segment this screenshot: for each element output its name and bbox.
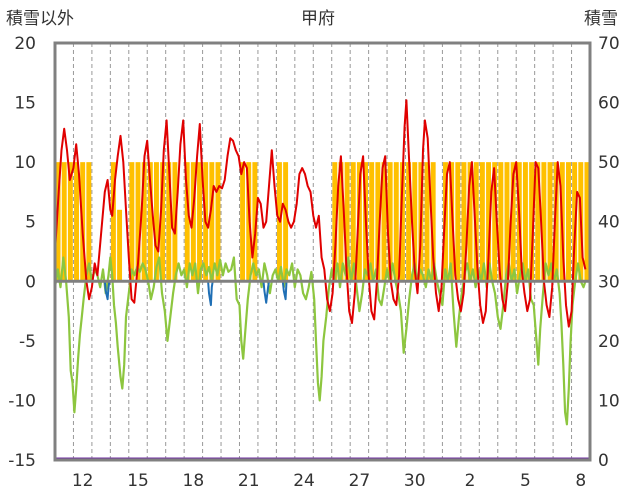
sunshine-bar [197,162,202,282]
sunshine-bar [74,162,79,282]
y-tick-left: 0 [25,272,36,292]
sunshine-bar [160,162,166,282]
sunshine-bar [547,162,553,282]
sunshine-bar [424,162,430,282]
x-tick: 24 [293,471,315,491]
sunshine-bar [215,162,221,282]
y-axis-right-ticks: 70 60 50 40 30 20 10 0 [598,34,620,471]
sunshine-bar [566,162,571,282]
sunshine-bar [535,162,541,282]
sunshine-bar [387,162,393,282]
sunshine-bar [283,162,289,282]
y-tick-right: 60 [598,94,620,114]
sunshine-bar [350,162,356,282]
sunshine-bar [399,162,405,282]
x-tick: 18 [183,471,205,491]
series-lines [53,99,587,426]
x-tick: 2 [465,471,476,491]
sunshine-bar [338,162,344,282]
y-tick-left: -15 [8,451,36,471]
temperature-line [54,99,587,328]
sunshine-bar [110,162,116,282]
x-tick: 8 [575,471,586,491]
sunshine-bar [154,162,159,282]
sunshine-bar [61,162,67,282]
y-tick-right: 20 [598,332,620,352]
y-tick-left: 20 [14,34,36,54]
y-tick-left: -10 [8,391,36,411]
sunshine-bar [541,162,547,282]
sunshine-bar [344,162,350,282]
sunshine-bar [553,162,559,282]
x-tick: 27 [349,471,371,491]
sunshine-bar [584,162,590,282]
x-tick: 15 [127,471,149,491]
sunshine-bar [406,162,412,282]
sunshine-bar [166,162,172,282]
sunshine-bar [393,162,399,282]
sunshine-bar [522,162,528,282]
sunshine-bar [252,162,258,282]
sunshine-bar [55,162,61,282]
precip-line [281,281,288,301]
sunshine-bar [141,162,147,282]
sunshine-bar [529,162,535,282]
sunshine-bar [381,162,387,282]
sunshine-bar [184,162,190,282]
sunshine-bar [430,162,436,282]
y-tick-right: 40 [598,213,620,233]
right-axis-title: 積雪 [584,9,618,29]
sunshine-bar [461,162,467,282]
sunshine-bar [473,162,479,282]
sunshine-bar [510,162,516,282]
sunshine-bar [492,162,498,282]
sunshine-bar [86,162,92,282]
sunshine-bar [67,162,73,282]
precip-line [207,281,214,307]
sunshine-bar [209,162,215,282]
plot-frame [53,41,592,462]
x-tick: 12 [72,471,94,491]
sunshine-bar [455,162,461,282]
y-tick-right: 30 [598,272,620,292]
y-tick-right: 0 [598,451,609,471]
sunshine-bar [356,162,362,282]
sunshine-bar [412,162,418,282]
precip-line [103,281,111,301]
sunshine-bar [498,162,504,282]
x-tick: 5 [520,471,531,491]
y-axis-left-ticks: 20 15 10 5 0 -5 -10 -15 [8,34,36,471]
sunshine-bar [467,162,473,282]
sunshine-bar [190,162,196,282]
y-tick-left: 10 [14,153,36,173]
y-tick-right: 50 [598,153,620,173]
y-tick-left: 15 [14,94,36,114]
x-axis-ticks: 12 15 18 21 24 27 30 2 5 8 [72,471,586,491]
y-tick-right: 70 [598,34,620,54]
chart-title: 甲府 [301,9,335,29]
x-tick: 30 [404,471,426,491]
sunshine-bar [147,162,153,282]
sunshine-bar [240,162,246,282]
x-tick: 21 [238,471,260,491]
sunshine-bar [479,162,485,282]
sunshine-bar [486,162,491,282]
sunshine-bar [135,162,141,282]
sunshine-bar [375,162,381,282]
humidity-diff-line [53,256,587,426]
y-tick-left: -5 [19,332,36,352]
sunshine-bar [504,162,510,282]
y-tick-left: 5 [25,213,36,233]
left-axis-title: 積雪以外 [6,9,74,29]
precip-line [262,281,270,304]
sunshine-bar [129,162,135,282]
sunshine-bar [117,209,123,282]
sunshine-bar [332,162,338,282]
sunshine-bar [369,162,375,282]
y-tick-right: 10 [598,391,620,411]
